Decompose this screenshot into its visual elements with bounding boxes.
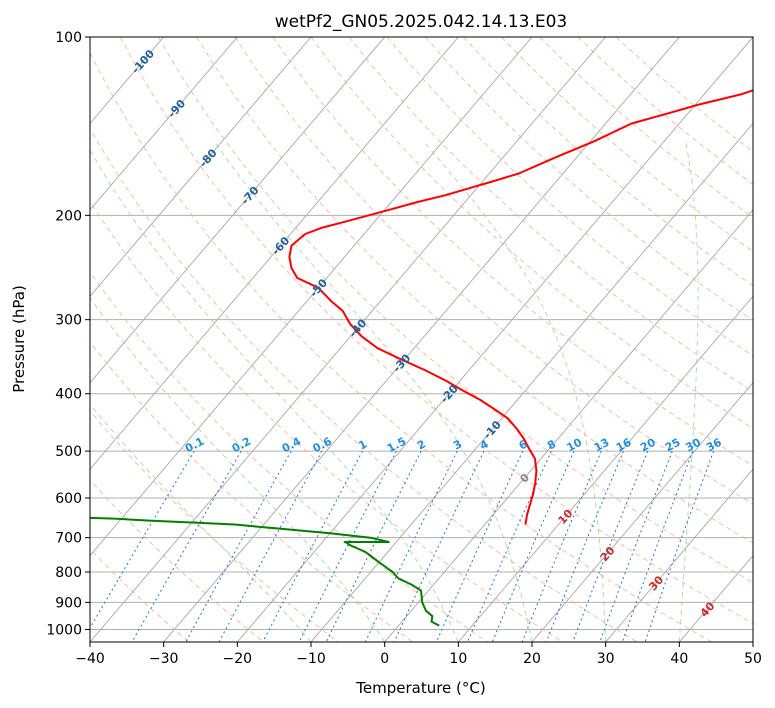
dry-adiabat-line — [90, 479, 265, 642]
dry-adiabat-line — [615, 37, 753, 153]
mixing-ratio-label: 13 — [592, 436, 612, 455]
dry-adiabat-line — [90, 410, 340, 642]
mixing-ratio-label: 0.6 — [311, 435, 335, 456]
isotherm-line — [236, 37, 753, 642]
isotherm-line — [90, 37, 312, 297]
isotherm-line — [163, 37, 680, 642]
dry-adiabat-line — [310, 37, 753, 430]
dry-adiabat-line — [90, 127, 638, 642]
x-tick-label: 30 — [597, 651, 615, 667]
dry-adiabat-line — [90, 341, 414, 642]
x-axis: −40 −30 −20 −10 0 10 20 30 40 50 — [75, 642, 762, 667]
mixing-ratio-line — [545, 450, 624, 642]
dry-adiabat-line — [463, 37, 753, 287]
mixing-ratio-label: 0.2 — [230, 435, 253, 456]
x-tick-label: 10 — [449, 651, 467, 667]
x-tick-label: 50 — [744, 651, 762, 667]
plot-frame — [89, 36, 754, 643]
dewpoint-profile-line — [90, 516, 440, 627]
moist-adiabat-line — [678, 141, 699, 642]
mixing-ratio-line — [298, 450, 397, 642]
mixing-ratio-line — [621, 450, 694, 642]
moist-adiabat-line — [213, 141, 533, 642]
mixing-ratio-line — [572, 450, 649, 642]
isotherm-line — [90, 37, 459, 470]
y-tick-label: 200 — [55, 208, 82, 224]
dry-adiabat-line — [119, 37, 753, 624]
y-tick-label: 600 — [55, 491, 82, 507]
background-lines — [90, 37, 753, 642]
mixing-ratio-label: 1.5 — [385, 435, 408, 456]
x-axis-label: Temperature (°C) — [355, 679, 485, 697]
y-tick-label: 700 — [55, 531, 82, 547]
moist-adiabat-line — [90, 297, 386, 642]
mixing-ratio-line — [599, 450, 673, 642]
y-tick-label: 500 — [55, 444, 82, 460]
x-tick-label: −30 — [149, 651, 179, 667]
x-tick-label: −20 — [223, 651, 253, 667]
mixing-ratio-label: 36 — [704, 436, 724, 455]
isotherm-line — [457, 295, 753, 642]
x-tick-label: −40 — [75, 651, 105, 667]
profile-lines — [90, 89, 753, 627]
dry-adiabat-line — [539, 37, 753, 219]
dry-adiabat-line — [501, 37, 753, 252]
mixing-ratio-label: 3 — [451, 437, 464, 452]
mixing-ratio-line — [131, 450, 242, 642]
isotherm-line — [90, 37, 238, 211]
dry-adiabat-line — [348, 37, 753, 393]
y-tick-label: 100 — [55, 30, 82, 46]
mixing-ratio-line — [521, 450, 602, 642]
y-tick-label: 900 — [55, 595, 82, 611]
mixing-ratio-label: 16 — [614, 436, 634, 455]
x-tick-label: 40 — [670, 651, 688, 667]
dry-adiabat-line — [196, 37, 753, 544]
isotherm-line — [90, 37, 607, 642]
moist-adiabat-line — [90, 403, 312, 642]
isotherm-line — [678, 554, 753, 642]
mixing-ratio-label: 10 — [565, 436, 585, 455]
isotherm-line — [90, 37, 533, 557]
moist-adiabat-line — [90, 149, 459, 642]
mixing-ratio-label: 0.4 — [280, 435, 304, 456]
mixing-ratio-label: 25 — [663, 436, 683, 455]
x-tick-label: −10 — [296, 651, 326, 667]
isotherm-line — [752, 641, 753, 642]
mixing-ratio-line — [90, 450, 195, 629]
isotherm-line — [90, 37, 386, 384]
dry-adiabat-line — [157, 37, 753, 584]
dry-adiabat-line — [90, 51, 713, 642]
mixing-ratio-line — [185, 450, 292, 642]
mixing-ratio-label: 30 — [683, 436, 703, 455]
dry-adiabat-line — [90, 548, 190, 642]
isotherm-line — [531, 382, 753, 642]
isotherm-line — [605, 468, 753, 642]
mixing-ratio-line — [491, 450, 575, 642]
dry-adiabat-line — [234, 37, 753, 505]
x-tick-label: 20 — [523, 651, 541, 667]
y-tick-label: 1000 — [46, 622, 82, 638]
y-tick-label: 400 — [55, 387, 82, 403]
mixing-ratio-line — [364, 450, 458, 642]
x-tick-label: 0 — [380, 651, 389, 667]
y-axis: 100 200 300 400 500 600 700 800 900 1000 — [46, 30, 90, 638]
mixing-ratio-line — [262, 450, 363, 642]
mixing-ratio-label: 20 — [638, 436, 658, 455]
mixing-ratio-label: 0.1 — [183, 435, 206, 456]
isotherm-line — [384, 209, 753, 642]
mixing-ratio-line — [218, 450, 323, 642]
y-axis-label: Pressure (hPa) — [10, 285, 28, 393]
moist-adiabat-line — [423, 140, 607, 642]
mixing-ratio-line — [393, 450, 485, 642]
dry-adiabat-line — [90, 271, 489, 642]
isotherm-label: -100 — [129, 47, 157, 76]
y-tick-label: 300 — [55, 313, 82, 329]
chart-title: wetPf2_GN05.2025.042.14.13.E03 — [275, 12, 567, 32]
mixing-ratio-line — [644, 450, 715, 642]
mixing-ratio-label: 1 — [356, 437, 369, 452]
y-tick-label: 800 — [55, 565, 82, 581]
dry-adiabat-line — [272, 37, 753, 467]
temperature-profile-line — [288, 89, 753, 525]
